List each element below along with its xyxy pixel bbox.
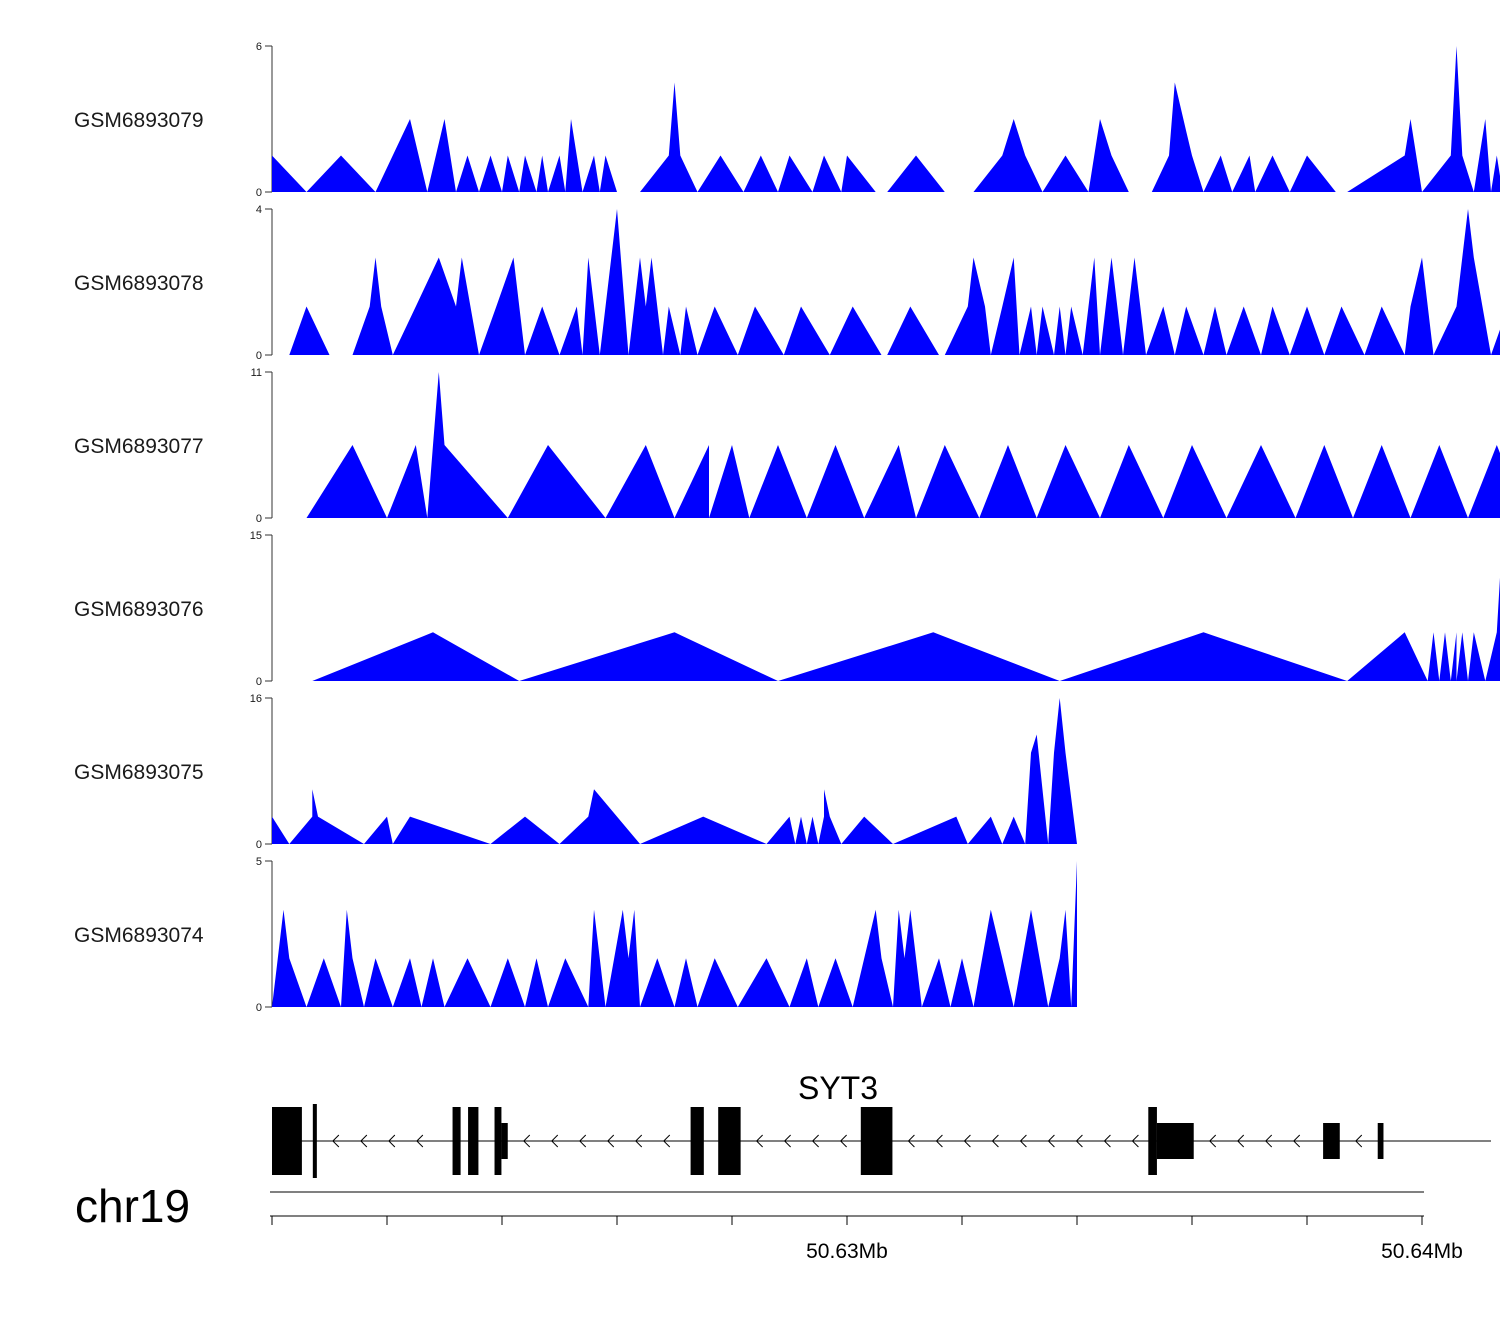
y-tick-label-zero: 0 <box>256 839 262 851</box>
strand-arrow <box>523 1134 531 1148</box>
exon-3 <box>452 1107 461 1175</box>
exon-7 <box>690 1107 704 1175</box>
strand-arrow <box>1047 1134 1055 1148</box>
y-tick-label-max: 5 <box>256 856 262 868</box>
x-tick-label: 50.64Mb <box>1381 1240 1463 1263</box>
strand-arrow <box>579 1134 587 1148</box>
strand-arrow <box>1355 1134 1363 1148</box>
exon-12 <box>1323 1123 1340 1159</box>
y-tick-label-max: 16 <box>250 693 262 705</box>
y-tick-label-zero: 0 <box>256 513 262 525</box>
strand-arrow <box>1075 1134 1083 1148</box>
y-tick-label-zero: 0 <box>256 676 262 688</box>
strand-arrow <box>663 1134 671 1148</box>
x-tick-label: 50.63Mb <box>806 1240 888 1263</box>
gene-name-label: SYT3 <box>798 1070 878 1106</box>
exon-10 <box>1148 1107 1157 1175</box>
y-tick-label-max: 11 <box>251 367 262 379</box>
y-tick-label-max: 4 <box>256 204 262 216</box>
strand-arrow <box>1237 1134 1245 1148</box>
strand-arrow <box>1019 1134 1027 1148</box>
exon-13 <box>1377 1123 1384 1159</box>
track-GSM6893077: GSM6893077 11 0 <box>74 367 1500 525</box>
strand-arrow <box>839 1134 847 1148</box>
y-tick-label-zero: 0 <box>256 1002 262 1014</box>
strand-arrow <box>388 1134 396 1148</box>
strand-arrow <box>416 1134 424 1148</box>
y-tick-label-max: 15 <box>250 530 262 542</box>
strand-arrow <box>907 1134 915 1148</box>
exon-4 <box>468 1107 479 1175</box>
track-GSM6893075: GSM6893075 16 0 <box>74 693 1077 851</box>
strand-arrow <box>551 1134 559 1148</box>
strand-arrow <box>783 1134 791 1148</box>
track-GSM6893076: GSM6893076 15 0 <box>74 530 1500 688</box>
strand-arrow <box>755 1134 763 1148</box>
strand-arrow <box>1293 1134 1301 1148</box>
strand-arrow <box>811 1134 819 1148</box>
coverage-area-GSM6893074 <box>272 861 1077 1007</box>
track-label: GSM6893078 <box>74 272 204 295</box>
strand-arrow <box>635 1134 643 1148</box>
chromosome-label: chr19 <box>75 1180 190 1232</box>
track-GSM6893078: GSM6893078 4 0 <box>74 204 1500 362</box>
coverage-area-GSM6893076 <box>312 577 1500 681</box>
exon-11 <box>1156 1123 1194 1159</box>
track-GSM6893079: GSM6893079 6 0 <box>74 41 1500 199</box>
exon-6 <box>501 1123 508 1159</box>
track-GSM6893074: GSM6893074 5 0 <box>74 856 1077 1014</box>
y-tick-label-zero: 0 <box>256 350 262 362</box>
exon-9 <box>860 1107 893 1175</box>
strand-arrow <box>963 1134 971 1148</box>
coverage-tracks: GSM689307960GSM689307840GSM6893077110GSM… <box>74 41 1500 1014</box>
strand-arrow <box>1209 1134 1217 1148</box>
track-label: GSM6893074 <box>74 924 204 947</box>
strand-arrow <box>607 1134 615 1148</box>
coverage-area-GSM6893077 <box>306 372 1500 518</box>
exon-5 <box>494 1107 502 1175</box>
gene-model-track: SYT3 <box>272 1070 1491 1178</box>
strand-arrow <box>1131 1134 1139 1148</box>
exon-2 <box>312 1104 317 1178</box>
strand-arrow <box>1103 1134 1111 1148</box>
exon-8 <box>718 1107 741 1175</box>
strand-arrow <box>991 1134 999 1148</box>
strand-arrow <box>1265 1134 1273 1148</box>
exon-1 <box>272 1107 302 1175</box>
strand-arrow <box>935 1134 943 1148</box>
track-label: GSM6893079 <box>74 109 204 132</box>
track-label: GSM6893075 <box>74 761 204 784</box>
track-label: GSM6893077 <box>74 435 204 458</box>
y-tick-label-max: 6 <box>256 41 262 53</box>
track-label: GSM6893076 <box>74 598 204 621</box>
strand-arrow <box>360 1134 368 1148</box>
genome-axis: chr19 50.63Mb 50.64Mb <box>75 1180 1463 1263</box>
coverage-area-GSM6893079 <box>272 46 1500 192</box>
coverage-area-GSM6893078 <box>289 209 1500 355</box>
strand-arrow <box>332 1134 340 1148</box>
coverage-area-GSM6893075 <box>272 698 1077 844</box>
y-tick-label-zero: 0 <box>256 187 262 199</box>
